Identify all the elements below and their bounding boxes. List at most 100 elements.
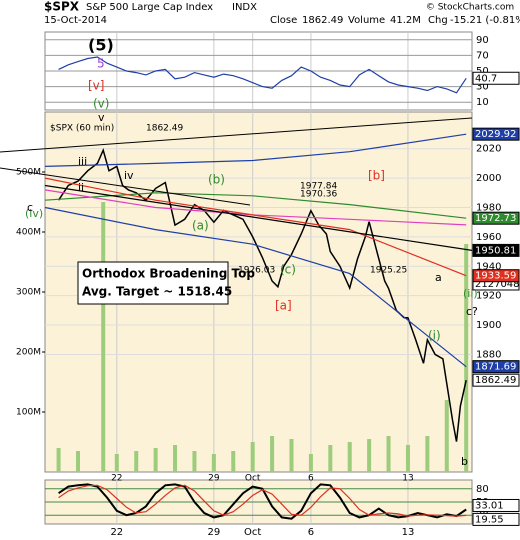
credit: © StockCharts.com xyxy=(426,3,514,13)
x-tick-label: 13 xyxy=(402,527,415,538)
last-value: 2029.92 xyxy=(475,129,516,140)
x-tick-label: 22 xyxy=(111,474,122,484)
last-value: 1871.69 xyxy=(475,362,516,373)
close: 1862.49 xyxy=(302,15,343,26)
stoch-last-box xyxy=(472,498,520,512)
volume-bar xyxy=(231,451,236,472)
stoch-d xyxy=(58,484,467,517)
x-tick-label: Oct xyxy=(244,527,261,538)
annotation: a xyxy=(435,271,442,284)
volume-bar xyxy=(153,448,158,472)
y-tick-label: 1880 xyxy=(476,349,501,360)
annotation: 1926.03 xyxy=(238,266,275,276)
volume-bar xyxy=(211,454,216,472)
overlay-line xyxy=(44,192,467,219)
last-value-box xyxy=(472,269,520,283)
volume-bar xyxy=(444,400,449,472)
volume-bar xyxy=(192,451,197,472)
rsi-line xyxy=(58,56,467,94)
volume-bar xyxy=(101,202,106,472)
volume-bar xyxy=(173,445,178,472)
rsi-tick-label: 90 xyxy=(476,35,489,46)
annotation: [b] xyxy=(368,169,385,183)
x-tick-label: 6 xyxy=(308,474,314,484)
volume-bar xyxy=(250,442,255,472)
trendline xyxy=(0,167,251,206)
volume-bar xyxy=(386,436,391,472)
x-tick-label: 29 xyxy=(207,527,220,538)
annotation: (c) xyxy=(280,263,296,277)
annotation: (ii) xyxy=(463,287,478,300)
annotation: v xyxy=(98,111,105,124)
annotation: 1970.36 xyxy=(300,190,337,200)
volume-bar xyxy=(270,436,275,472)
annotation: [v] xyxy=(88,79,104,93)
overlay-line xyxy=(44,206,467,368)
last-value: 1933.59 xyxy=(475,271,516,282)
rsi-last: 40.7 xyxy=(475,73,497,84)
volume-bar xyxy=(75,451,80,472)
y-tick-label: 1980 xyxy=(476,203,501,214)
last-value-box xyxy=(472,243,520,257)
annotation: (a) xyxy=(192,219,209,233)
volume-tick-label: 200M xyxy=(16,348,41,358)
stoch-last-box xyxy=(472,512,520,526)
x-tick-label: 6 xyxy=(308,527,314,538)
volume-bar xyxy=(289,439,294,472)
annotation: b xyxy=(461,455,468,468)
annotation: (5) xyxy=(88,36,114,55)
close-label: Close xyxy=(270,15,297,26)
annotation: ii xyxy=(78,181,84,194)
date: 15-Oct-2014 xyxy=(44,15,107,26)
rsi-tick-label: 30 xyxy=(476,82,489,93)
overlay-line xyxy=(44,177,467,277)
price-line xyxy=(57,147,467,442)
y-tick-label: 2000 xyxy=(476,173,501,184)
stoch-last: 19.55 xyxy=(475,514,504,525)
volume-bar xyxy=(367,439,372,472)
volume-bar xyxy=(56,448,61,472)
trendline xyxy=(0,117,473,153)
last-value-box xyxy=(472,360,520,374)
annotation: (b) xyxy=(208,173,225,187)
annotation: [a] xyxy=(275,299,292,313)
x-tick-label: Oct xyxy=(245,474,261,484)
annotation: (i) xyxy=(428,329,441,343)
rsi-tick-label: 10 xyxy=(476,97,489,108)
volume-tick-label: 300M xyxy=(16,288,41,298)
annotation: c? xyxy=(466,305,478,318)
annotation: Orthodox Broadening Top xyxy=(82,267,255,281)
last-value: 1862.49 xyxy=(475,375,516,386)
last-value: 1950.81 xyxy=(475,245,516,256)
volume-tick-label: 100M xyxy=(16,408,41,418)
volume-label: Volume xyxy=(348,15,385,26)
y-tick-label: 1960 xyxy=(476,232,501,243)
chg: -15.21 (-0.81%) xyxy=(450,15,520,26)
last-value: 1972.73 xyxy=(475,213,516,224)
annotation: (iv) xyxy=(25,207,43,220)
stoch-last: 33.01 xyxy=(475,500,504,511)
rsi-last-box xyxy=(472,71,520,85)
overlay-line xyxy=(44,184,473,251)
annotation: iv xyxy=(124,169,134,182)
stoch-tick-label: 80 xyxy=(476,484,489,495)
last-value-box xyxy=(472,127,520,141)
rsi-tick-label: 50 xyxy=(476,66,489,77)
volume-bar xyxy=(308,454,313,472)
volume: 41.2M xyxy=(390,15,421,26)
legend: $SPX (60 min) xyxy=(50,124,114,134)
volume-bar xyxy=(405,445,410,472)
volume-bar xyxy=(347,442,352,472)
overlay-line xyxy=(44,133,467,167)
volume-bar xyxy=(134,451,139,472)
volume-bar xyxy=(328,445,333,472)
last-value-box xyxy=(472,211,520,225)
rsi-tick-label: 70 xyxy=(476,50,489,61)
exchange: INDX xyxy=(232,2,257,13)
stoch-k xyxy=(58,483,467,520)
annotation: 1977.84 xyxy=(300,182,337,192)
y-tick-label: 1940 xyxy=(476,261,501,272)
annotation: iii xyxy=(78,155,87,168)
index-name: S&P 500 Large Cap Index xyxy=(86,2,213,13)
